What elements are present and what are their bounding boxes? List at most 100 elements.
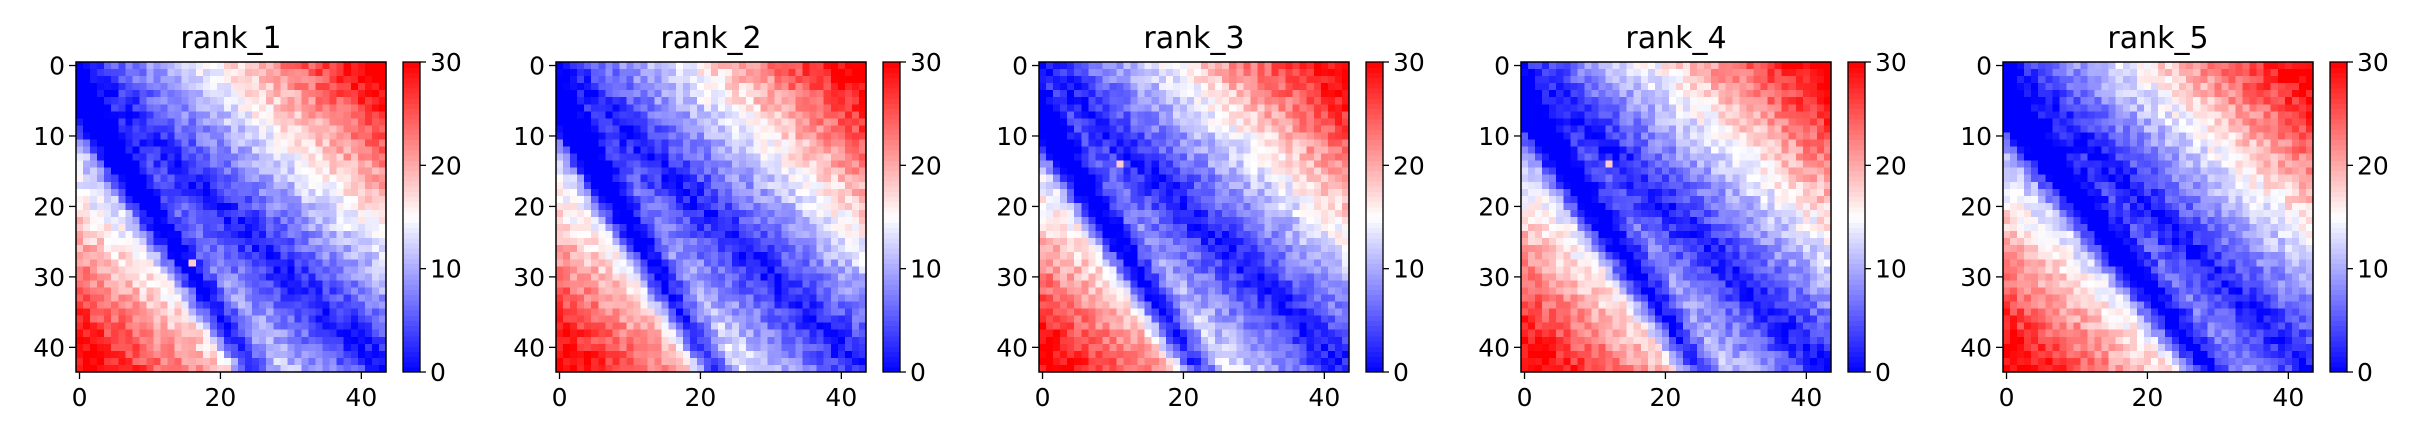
heatmap-cell <box>1074 174 1082 183</box>
heatmap-cell <box>188 174 197 183</box>
x-tick-label: 0 <box>552 383 568 412</box>
heatmap-cell <box>612 139 621 148</box>
heatmap-cell <box>343 322 352 331</box>
heatmap-cell <box>619 69 628 77</box>
heatmap-cell <box>315 167 324 176</box>
heatmap-cell <box>1257 174 1266 183</box>
heatmap-cell <box>245 160 253 169</box>
heatmap-cell <box>1208 146 1216 155</box>
heatmap-cell <box>167 83 176 91</box>
heatmap-cell <box>612 280 621 289</box>
heatmap-cell <box>329 364 338 373</box>
heatmap-cell <box>746 125 754 134</box>
heatmap-cell <box>252 273 260 282</box>
heatmap-cell <box>195 238 204 246</box>
colorbar-segment <box>883 330 900 337</box>
heatmap-cell <box>725 231 733 239</box>
heatmap-cell <box>711 294 719 303</box>
heatmap-cell <box>308 287 317 296</box>
heatmap-cell <box>350 259 359 267</box>
heatmap-cell <box>273 343 281 352</box>
heatmap-cell <box>718 322 726 331</box>
heatmap-cell <box>1334 104 1343 112</box>
heatmap-cell <box>844 97 853 105</box>
heatmap-cell <box>125 104 133 112</box>
heatmap-cell <box>725 118 733 127</box>
heatmap-cells <box>1039 62 1350 373</box>
heatmap-cell <box>1053 146 1061 155</box>
heatmap-cell <box>167 322 176 331</box>
heatmap-cell <box>647 238 656 246</box>
heatmap-cell <box>647 167 656 176</box>
heatmap-cell <box>739 195 747 204</box>
heatmap-cell <box>76 266 84 274</box>
heatmap-cell <box>598 364 606 373</box>
heatmap-cell <box>640 139 649 148</box>
heatmap-cell <box>633 160 642 169</box>
heatmap-cell <box>167 231 176 239</box>
heatmap-cell <box>781 174 790 183</box>
heatmap-cell <box>188 266 197 274</box>
heatmap-cell <box>223 280 232 289</box>
heatmap-cell <box>802 167 811 176</box>
heatmap-cell <box>732 69 740 77</box>
heatmap-cell <box>343 132 352 141</box>
heatmap-cell <box>301 329 310 338</box>
heatmap-cell <box>231 132 239 141</box>
heatmap-cell <box>139 364 148 373</box>
heatmap-cell <box>675 357 684 366</box>
heatmap-cell <box>231 280 239 289</box>
heatmap-cell <box>160 195 169 204</box>
heatmap-cell <box>802 153 811 162</box>
heatmap-cell <box>612 188 621 197</box>
heatmap-cell <box>118 231 126 239</box>
heatmap-cell <box>563 167 571 176</box>
heatmap-cell <box>1222 146 1230 155</box>
heatmap-cell <box>209 287 218 296</box>
heatmap-cell <box>816 287 825 296</box>
heatmap-cell <box>563 125 571 134</box>
heatmap-cell <box>809 188 818 197</box>
heatmap-cell <box>1137 118 1146 127</box>
heatmap-cell <box>1186 62 1195 70</box>
heatmap-cell <box>322 118 331 127</box>
heatmap-cell <box>216 308 225 317</box>
heatmap-cell <box>851 146 860 155</box>
heatmap-cell <box>1201 202 1209 211</box>
heatmap-cell <box>308 322 317 331</box>
heatmap-cell <box>76 160 84 169</box>
heatmap-cell <box>97 83 105 91</box>
heatmap-cell <box>160 174 169 183</box>
heatmap-cell <box>259 259 267 267</box>
heatmap-cell <box>1292 181 1301 190</box>
heatmap-cell <box>640 69 649 77</box>
heatmap-cell <box>97 350 105 359</box>
heatmap-cell <box>1102 69 1111 77</box>
heatmap-cell <box>612 329 621 338</box>
heatmap-cell <box>1186 202 1195 211</box>
heatmap-cell <box>343 224 352 232</box>
heatmap-cell <box>746 146 754 155</box>
heatmap-cell <box>802 231 811 239</box>
heatmap-cell <box>570 174 578 183</box>
heatmap-cell <box>1271 160 1280 169</box>
heatmap-cell <box>83 252 91 260</box>
heatmap-cell <box>718 273 726 282</box>
heatmap-cell <box>1186 97 1195 105</box>
heatmap-cell <box>563 343 571 352</box>
heatmap-cell <box>696 364 705 373</box>
heatmap-cell <box>654 231 663 239</box>
heatmap-cell <box>619 252 628 260</box>
heatmap-cell <box>633 209 642 218</box>
heatmap-cell <box>1194 153 1202 162</box>
heatmap-cell <box>245 245 253 253</box>
heatmap-cell <box>181 146 190 155</box>
heatmap-cell <box>830 343 839 352</box>
heatmap-cell <box>238 202 246 211</box>
x-tick-label: 40 <box>345 383 377 412</box>
heatmap-cell <box>153 125 162 134</box>
heatmap-cell <box>1039 83 1047 91</box>
heatmap-cell <box>767 160 776 169</box>
heatmap-cell <box>1165 69 1174 77</box>
heatmap-cell <box>125 350 133 359</box>
